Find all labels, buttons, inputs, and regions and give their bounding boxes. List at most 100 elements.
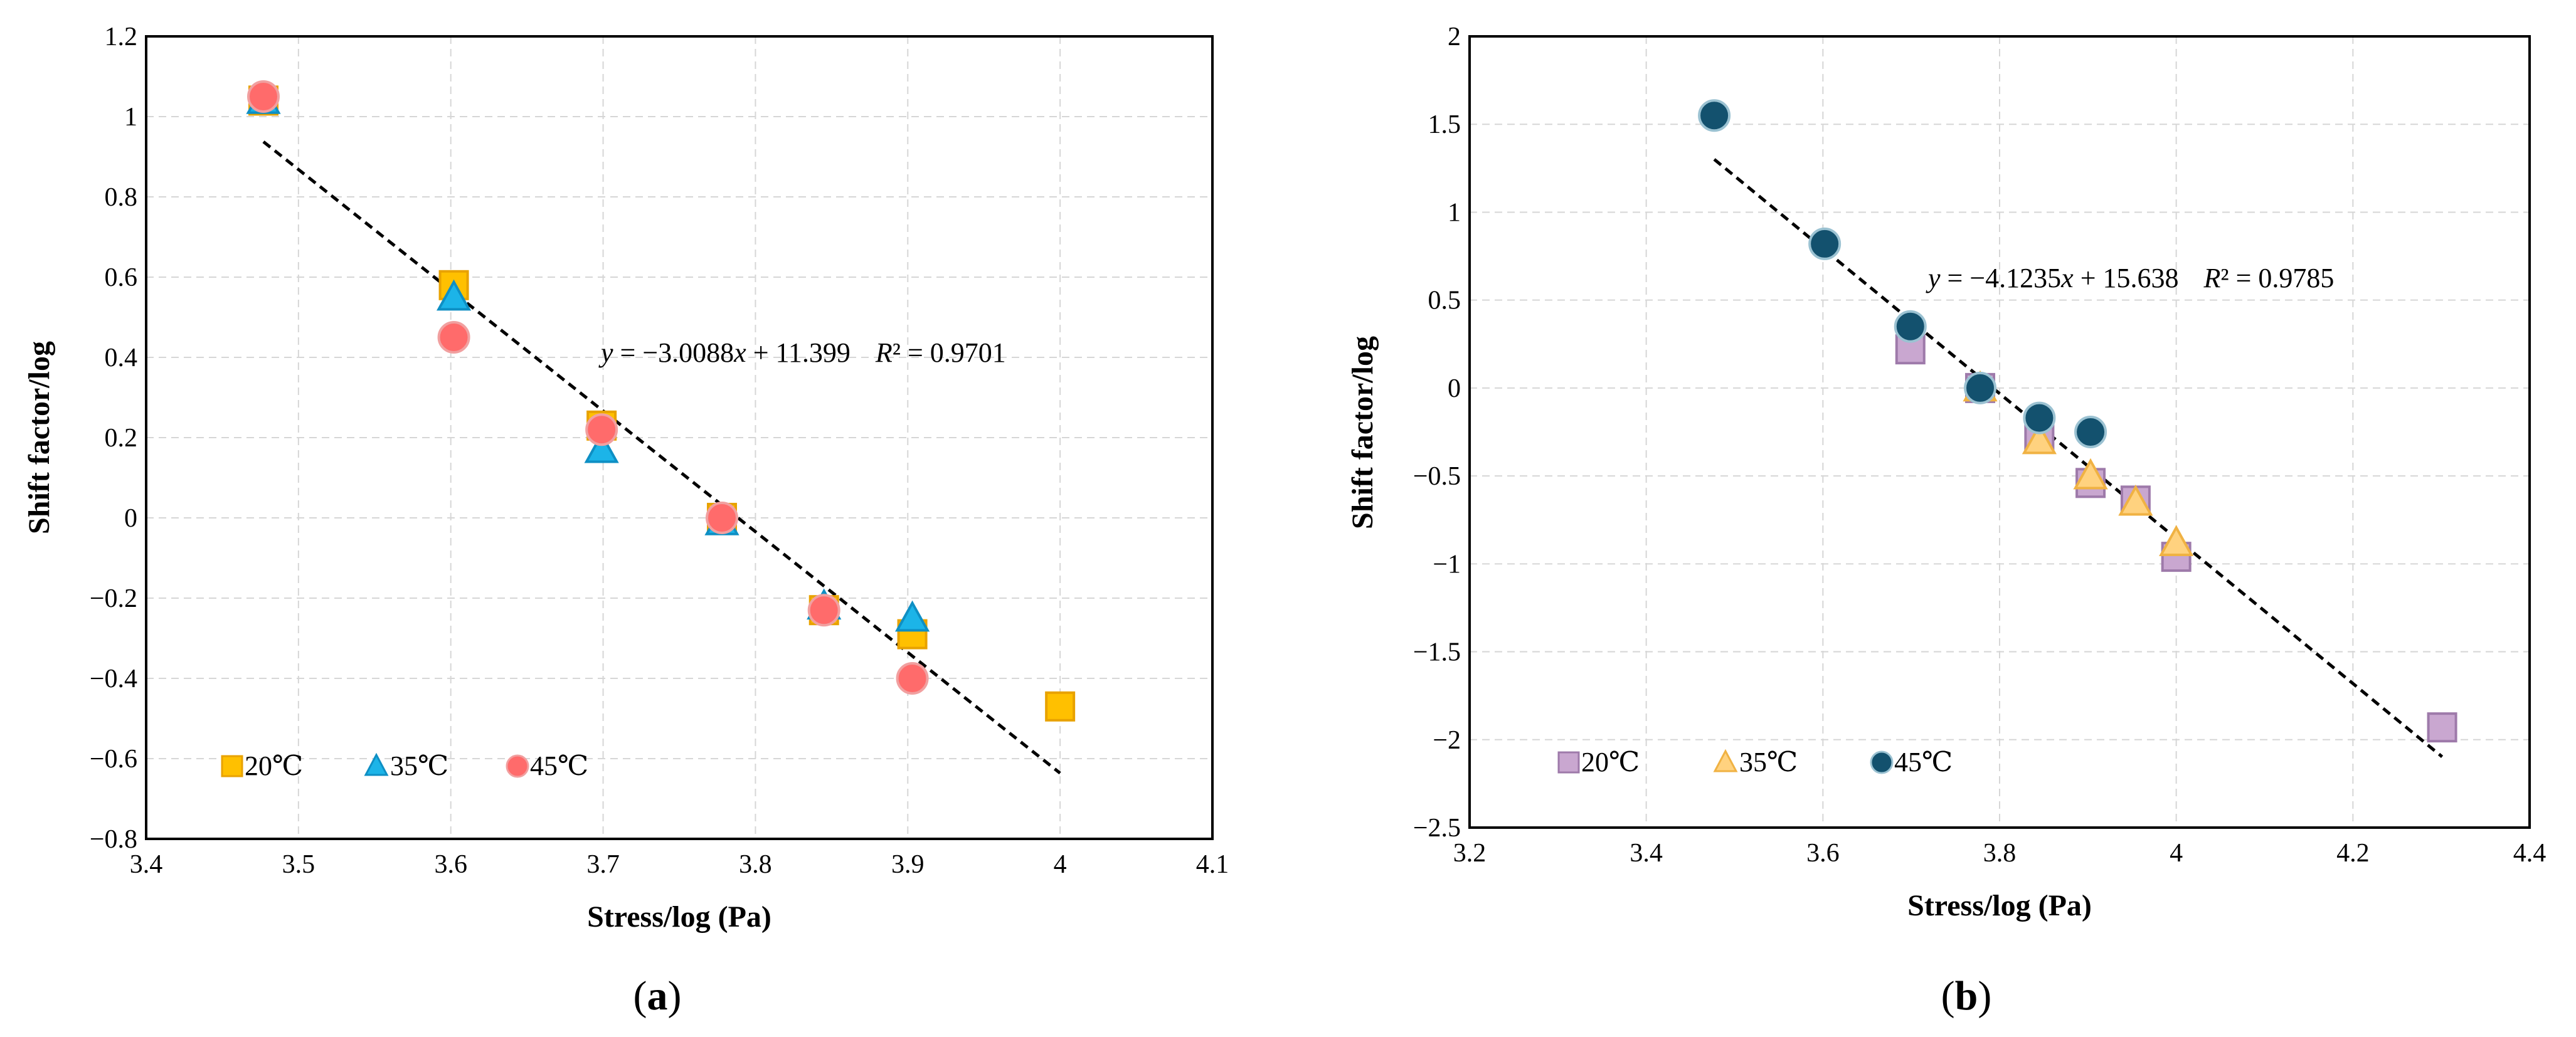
point-45c-circle [247,80,280,113]
point-45c-circle [807,594,840,627]
y-tick-label: 0.8 [105,183,138,212]
y-tick-label: −0.6 [90,745,137,774]
x-tick-label: 3.5 [282,850,315,879]
x-tick-label: 4 [1054,850,1067,879]
y-tick-label: 1.5 [1428,110,1461,139]
x-ticks-b: 3.2 3.4 3.6 3.8 4 4.2 4.4 [1453,839,2547,868]
point-20c-square [2427,712,2457,743]
point-45c-circle [1964,371,1997,404]
legend-b-35-label: 35℃ [1739,747,1798,777]
y-tick-label: −1.5 [1413,638,1461,667]
x-axis-label-b: Stress/log (Pa) [1907,889,2092,922]
fit-equation-b: y = −4.1235x + 15.638 R² = 0.9785 [1926,263,2334,293]
points-a [246,80,1076,722]
plot-frame-a [145,35,1214,840]
legend-b-45-label: 45℃ [1894,747,1953,777]
y-tick-label: 1 [124,103,137,132]
y-tick-label: 0.6 [105,263,138,292]
fit-line-b [1713,158,2444,758]
panel-a: −0.8 −0.6 −0.4 −0.2 0 0.2 0.4 0.6 0.8 1 1.2 3.4 3.5… [23,23,1229,1019]
legend-a: 20℃ 35℃ 45℃ [221,750,588,781]
eq-tail-a: + 11.399 [746,337,851,368]
eq-body-a: = −3.0088 [613,337,734,368]
legend-a-45-marker [506,754,529,778]
panel-b: −2.5 −2 −1.5 −1 −0.5 0 0.5 1 1.5 2 3.2 3.4 3.6 3.8 4 4… [1346,23,2546,1019]
legend-a-20-label: 20℃ [245,750,303,781]
x-tick-label: 3.8 [739,850,772,879]
legend-b-20-marker [1557,751,1580,774]
panel-letter-a: a [647,973,668,1019]
x-tick-label: 4 [2170,839,2183,868]
point-35c-triangle [584,431,619,463]
point-35c-triangle [2073,458,2108,490]
point-35c-triangle [2022,423,2057,455]
fit-equation-a: y = −3.0088x + 11.399 R² = 0.9701 [598,337,1006,368]
legend-a-35-marker [364,752,389,776]
point-45c-circle [2074,416,2107,448]
x-tick-label: 3.4 [1630,839,1663,868]
x-tick-label: 3.4 [130,850,163,879]
point-45c-circle [585,413,618,446]
points-b [1698,99,2457,743]
point-20c-square [1045,691,1076,722]
y-tick-label: −2 [1433,726,1461,755]
y-tick-label: 0 [124,504,137,533]
y-tick-label: 0 [1448,374,1461,403]
eq-var-b: x [2060,263,2074,293]
legend-b: 20℃ 35℃ 45℃ [1557,747,1953,777]
x-tick-label: 3.2 [1453,839,1487,868]
point-45c-circle [1894,310,1927,343]
legend-b-35-marker [1713,749,1738,772]
x-ticks-a: 3.4 3.5 3.6 3.7 3.8 3.9 4 4.1 [130,850,1229,879]
y-ticks-a: −0.8 −0.6 −0.4 −0.2 0 0.2 0.4 0.6 0.8 1 1.2 [90,23,137,854]
eq-tail-b: + 15.638 [2074,263,2179,293]
y-tick-label: 0.2 [105,424,138,453]
legend-a-20-marker [221,755,243,777]
eq-prefix-a: y [598,337,613,368]
eq-body-b: = −4.1235 [1941,263,2062,293]
point-35c-triangle [894,600,930,632]
point-45c-circle [896,662,929,695]
point-35c-triangle [2159,525,2194,557]
y-tick-label: 0.5 [1428,287,1461,315]
y-axis-label-a: Shift factor/log [23,341,56,534]
point-35c-triangle [436,279,472,311]
fit-line [262,140,1061,775]
legend-a-35-label: 35℃ [390,750,448,781]
fit-line [1713,158,2444,758]
panel-label-b: (b) [1941,973,1992,1019]
point-35c-triangle [2118,484,2153,516]
y-tick-label: −2.5 [1413,814,1461,843]
y-tick-label: −1 [1433,550,1461,579]
r2-value-b: ² = 0.9785 [2220,263,2334,293]
y-tick-label: −0.2 [90,584,137,613]
legend-b-45-marker [1870,750,1894,774]
plot-frame-b [1468,35,2531,829]
y-ticks-b: −2.5 −2 −1.5 −1 −0.5 0 0.5 1 1.5 2 [1413,23,1461,843]
legend-a-45-label: 45℃ [530,750,588,781]
fit-line-a [262,140,1061,775]
grid-b [1470,36,2530,828]
x-tick-label: 3.8 [1983,839,2017,868]
y-tick-label: 2 [1448,23,1461,51]
x-tick-label: 4.1 [1196,850,1229,879]
r2-label-a: R [875,337,893,368]
x-axis-label-a: Stress/log (Pa) [587,900,771,934]
eq-var-a: x [733,337,746,368]
x-tick-label: 3.7 [586,850,620,879]
panel-letter-b: b [1955,973,1978,1019]
x-tick-label: 3.6 [434,850,467,879]
y-tick-label: 1.2 [105,23,138,51]
point-45c-circle [1698,99,1731,132]
point-45c-circle [2023,401,2056,434]
x-tick-label: 3.6 [1806,839,1840,868]
y-tick-label: −0.5 [1413,462,1461,491]
r2-label-b: R [2203,263,2221,293]
point-45c-circle [1808,227,1842,260]
eq-prefix-b: y [1926,263,1941,293]
point-45c-circle [437,321,470,354]
point-45c-circle [706,502,738,534]
y-tick-label: −0.4 [90,665,137,693]
r2-value-a: ² = 0.9701 [893,337,1006,368]
